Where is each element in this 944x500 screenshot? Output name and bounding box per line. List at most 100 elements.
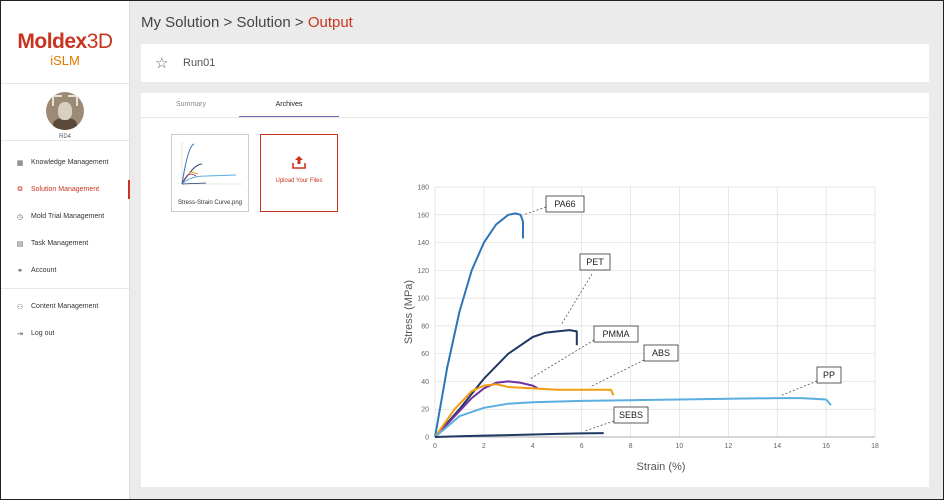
y-tick-label: 120 — [417, 268, 429, 275]
sidebar-item-solution-management[interactable]: ⧉ Solution Management — [1, 176, 130, 203]
x-tick-label: 18 — [871, 443, 879, 450]
series-line-pet — [434, 329, 578, 438]
sidebar: Moldex3D iSLM RD4 ▦ Knowledge Management… — [1, 1, 130, 499]
series-line-pp — [434, 397, 832, 438]
sidebar-nav: ▦ Knowledge Management ⧉ Solution Manage… — [1, 141, 130, 347]
sidebar-item-label: Task Management — [31, 240, 89, 247]
copy-icon: ⧉ — [17, 185, 23, 193]
annotation-label: PMMA — [603, 329, 630, 339]
sidebar-item-label: Mold Trial Management — [31, 213, 105, 220]
x-tick-label: 2 — [482, 443, 486, 450]
product-name: iSLM — [50, 53, 80, 68]
file-thumbnail[interactable]: Stress-Strain Curve.png — [171, 134, 249, 212]
y-tick-label: 100 — [417, 296, 429, 303]
clock-icon: ◷ — [16, 213, 24, 221]
nav-divider — [1, 288, 129, 289]
breadcrumb-separator: > — [294, 14, 304, 31]
sidebar-item-label: Solution Management — [31, 186, 100, 193]
tab-bar: Summary Archives — [141, 93, 929, 118]
annotation-leader — [529, 339, 595, 380]
run-name: Run01 — [183, 57, 216, 69]
tab-summary[interactable]: Summary — [176, 101, 206, 108]
x-tick-label: 12 — [724, 443, 732, 450]
annotation-label: PA66 — [554, 199, 575, 209]
y-tick-label: 160 — [417, 212, 429, 219]
sidebar-item-label: Content Management — [31, 303, 99, 310]
breadcrumb-current: Output — [307, 14, 353, 31]
series-line-pa66 — [434, 212, 524, 438]
x-tick-label: 4 — [531, 443, 535, 450]
upload-label: Upload Your Files — [275, 178, 323, 184]
clipboard-icon: ▤ — [16, 240, 24, 248]
annotation-label: PET — [586, 257, 604, 267]
x-tick-label: 6 — [580, 443, 584, 450]
annotation-leader — [522, 206, 547, 216]
breadcrumb-separator: > — [223, 14, 233, 31]
grid-icon: ▦ — [16, 159, 24, 167]
chart-series — [434, 212, 832, 438]
brand-name-suffix: 3D — [86, 30, 113, 53]
sidebar-item-content-management[interactable]: ⚇ Content Management — [1, 293, 129, 320]
content-panel: Summary Archives Stress-Strain Curve.png… — [141, 93, 929, 487]
x-axis-label: Strain (%) — [637, 461, 686, 473]
y-tick-label: 80 — [421, 323, 429, 330]
file-name: Stress-Strain Curve.png — [177, 200, 243, 206]
sidebar-item-label: Log out — [31, 330, 55, 337]
annotation-label: ABS — [652, 348, 670, 358]
x-tick-label: 10 — [676, 443, 684, 450]
y-tick-label: 140 — [417, 240, 429, 247]
y-tick-label: 40 — [421, 379, 429, 386]
sidebar-item-log-out[interactable]: ⇥ Log out — [1, 320, 129, 347]
breadcrumb-solution[interactable]: Solution — [236, 14, 291, 31]
star-icon[interactable]: ☆ — [155, 55, 169, 72]
x-tick-label: 0 — [433, 443, 437, 450]
annotation-box — [613, 406, 649, 424]
upload-icon — [292, 156, 306, 169]
annotation-leader — [589, 359, 645, 388]
brand-logo[interactable]: Moldex3D iSLM — [1, 1, 129, 84]
sidebar-item-label: Account — [31, 267, 57, 274]
sidebar-item-label: Knowledge Management — [31, 159, 109, 166]
x-tick-label: 8 — [629, 443, 633, 450]
x-tick-label: 14 — [773, 443, 781, 450]
series-line-sebs — [434, 432, 604, 438]
avatar[interactable] — [46, 92, 84, 130]
annotation-label: SEBS — [619, 410, 643, 420]
chart-axes: 0 20 40 60 80 100 120 140 160 180 0 2 4 6 8 10 12 14 16 18 — [417, 185, 879, 451]
annotation-box — [593, 325, 639, 343]
sidebar-item-account[interactable]: ⚭ Account — [1, 257, 129, 284]
person-icon: ⚭ — [17, 267, 23, 275]
annotation-box — [643, 344, 679, 362]
annotation-leader — [779, 380, 818, 397]
y-tick-label: 20 — [421, 407, 429, 414]
logout-icon: ⇥ — [17, 330, 23, 338]
thumbnail-preview — [176, 138, 244, 190]
tab-archives[interactable]: Archives — [239, 93, 339, 117]
brand-name: Moldex — [17, 30, 87, 53]
y-tick-label: 180 — [417, 185, 429, 192]
y-axis-label: Stress (MPa) — [403, 280, 415, 344]
annotation-leader — [560, 273, 593, 326]
annotation-box — [579, 253, 611, 271]
user-profile: RD4 — [1, 84, 129, 141]
people-icon: ⚇ — [16, 303, 24, 311]
breadcrumb-my-solution[interactable]: My Solution — [141, 14, 220, 31]
series-line-abs — [434, 383, 615, 438]
y-tick-label: 0 — [425, 435, 429, 442]
run-header: ☆ Run01 — [141, 44, 929, 82]
annotation-leader — [584, 420, 615, 432]
breadcrumb: My Solution > Solution > Output — [141, 14, 353, 31]
chart-annotations: PA66 PET PMMA ABS PP SEBS — [522, 195, 842, 432]
sidebar-item-knowledge-management[interactable]: ▦ Knowledge Management — [1, 149, 129, 176]
upload-files-button[interactable]: Upload Your Files — [260, 134, 338, 212]
sidebar-item-task-management[interactable]: ▤ Task Management — [1, 230, 129, 257]
annotation-box — [816, 366, 842, 384]
annotation-label: PP — [823, 370, 835, 380]
sidebar-item-mold-trial-management[interactable]: ◷ Mold Trial Management — [1, 203, 129, 230]
annotation-box — [545, 195, 585, 213]
series-line-pmma — [434, 380, 539, 438]
x-tick-label: 16 — [822, 443, 830, 450]
user-name: RD4 — [58, 134, 71, 140]
y-tick-label: 60 — [421, 351, 429, 358]
